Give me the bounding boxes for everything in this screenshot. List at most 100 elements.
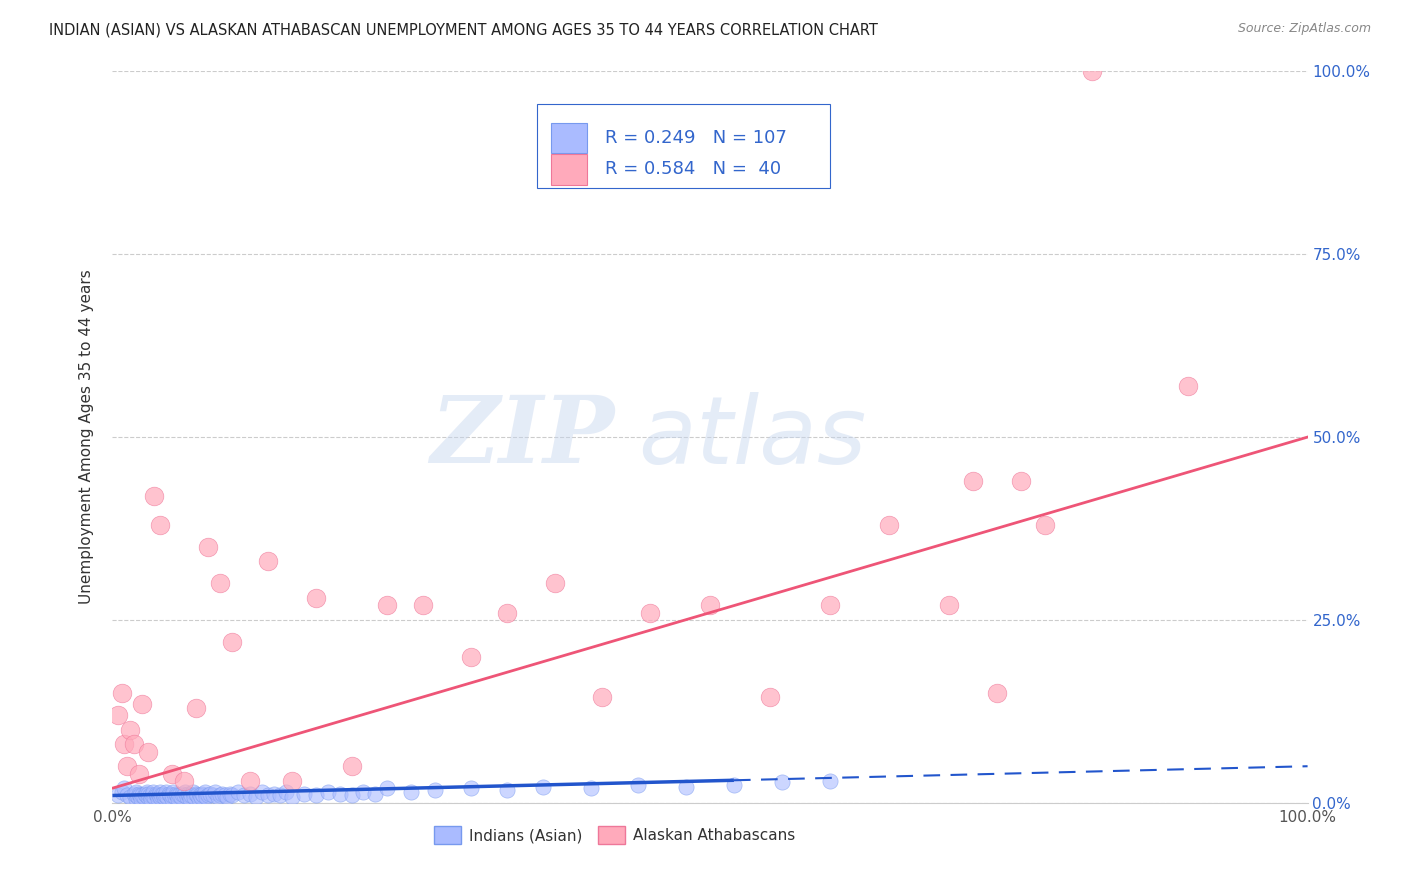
Point [122,787,145,801]
Point [150,789,173,803]
Point [962,474,984,488]
Point [169,789,191,803]
Point [177,789,200,803]
Point [186,787,208,801]
Point [128,787,150,801]
Point [132,789,155,804]
Point [197,540,219,554]
Point [134,787,156,801]
Point [165,787,187,801]
Point [152,787,174,801]
Point [329,787,352,801]
Point [167,792,190,806]
Point [239,773,262,788]
Point [157,787,180,801]
Point [155,785,177,799]
Point [180,789,202,803]
Point [173,789,195,803]
Point [153,789,176,803]
Point [221,789,243,803]
Point [120,789,142,804]
Point [138,787,160,801]
Point [281,789,304,804]
Point [162,766,183,780]
FancyBboxPatch shape [537,104,830,188]
Point [162,792,183,806]
Point [145,787,167,801]
Point [239,787,262,801]
Point [627,778,650,792]
Point [125,785,148,799]
Point [274,785,297,799]
Point [129,792,152,806]
Point [173,773,195,788]
Point [1081,64,1104,78]
Point [183,789,205,804]
Point [281,773,304,788]
Point [145,789,167,803]
Point [135,789,157,803]
Text: R = 0.584   N =  40: R = 0.584 N = 40 [605,161,780,178]
Point [352,785,374,799]
Point [148,789,170,803]
Point [377,599,399,613]
Point [153,789,176,804]
Point [207,789,229,804]
Point [170,787,193,801]
Point [142,785,165,799]
Point [193,789,215,803]
Point [149,785,172,799]
Point [162,789,183,803]
Point [149,789,172,804]
FancyBboxPatch shape [551,154,586,185]
Point [188,789,211,803]
Text: R = 0.249   N = 107: R = 0.249 N = 107 [605,129,787,147]
Point [136,785,159,799]
Point [177,787,200,801]
Point [114,737,135,751]
Point [316,785,339,799]
Point [166,789,188,803]
Point [938,599,960,613]
Point [193,785,215,799]
Point [214,789,236,803]
Point [401,785,423,799]
Point [115,789,138,803]
Point [412,599,434,613]
Text: ZIP: ZIP [430,392,614,482]
Point [269,789,291,803]
Point [163,789,186,804]
Legend: Indians (Asian), Alaskan Athabascans: Indians (Asian), Alaskan Athabascans [427,820,801,850]
Text: INDIAN (ASIAN) VS ALASKAN ATHABASCAN UNEMPLOYMENT AMONG AGES 35 TO 44 YEARS CORR: INDIAN (ASIAN) VS ALASKAN ATHABASCAN UNE… [49,22,879,37]
Point [818,773,841,788]
Text: Source: ZipAtlas.com: Source: ZipAtlas.com [1237,22,1371,36]
Point [138,789,160,804]
Point [159,789,181,803]
Point [127,789,149,804]
Point [292,787,315,801]
Point [496,606,519,620]
Point [107,789,129,803]
Point [818,599,841,613]
Point [115,759,138,773]
Point [200,787,222,801]
Point [169,789,191,804]
Y-axis label: Unemployment Among Ages 35 to 44 years: Unemployment Among Ages 35 to 44 years [79,269,94,605]
Point [128,766,150,780]
Point [190,789,212,804]
FancyBboxPatch shape [551,122,586,153]
Point [111,686,134,700]
Point [460,781,482,796]
Point [176,789,198,804]
Point [770,775,793,789]
Point [138,789,160,803]
Point [226,785,249,799]
Point [194,789,217,804]
Point [257,789,280,803]
Text: atlas: atlas [638,392,866,483]
Point [543,576,565,591]
Point [211,787,233,801]
Point [1033,517,1056,532]
Point [131,697,153,711]
Point [186,789,208,803]
